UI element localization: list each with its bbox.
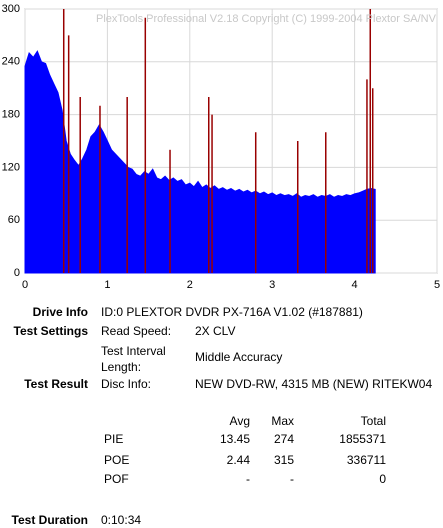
table-cell: 1855371 — [339, 432, 386, 446]
area — [24, 50, 376, 274]
y-tick-label: 60 — [8, 214, 20, 226]
test-settings-label: Test Settings — [14, 324, 89, 338]
x-tick-label: 5 — [434, 279, 440, 291]
table-cell: - — [246, 472, 250, 486]
table-header: Total — [361, 414, 386, 428]
row-label: POE — [104, 453, 129, 467]
x-tick-label: 2 — [187, 279, 193, 291]
disc-info-label: Disc Info: — [101, 377, 151, 391]
test-duration: 0:10:34 — [101, 513, 141, 527]
table-cell: - — [290, 472, 294, 486]
watermark: PlexTools Professional V2.18 Copyright (… — [96, 13, 437, 25]
plot — [24, 8, 438, 274]
interval: Middle Accuracy — [195, 350, 282, 364]
table-cell: 13.45 — [220, 432, 250, 446]
disc-info: NEW DVD-RW, 4315 MB (NEW) RITEKW04 — [195, 377, 432, 391]
table-cell: 0 — [379, 472, 386, 486]
x-tick-label: 3 — [269, 279, 275, 291]
y-tick-label: 180 — [2, 109, 20, 121]
y-tick-label: 240 — [2, 56, 20, 68]
row-label: PIE — [104, 432, 123, 446]
x-tick-label: 1 — [104, 279, 110, 291]
table-cell: 336711 — [347, 453, 386, 467]
row-label: POF — [104, 472, 129, 486]
interval-label: Test Interval — [101, 344, 166, 358]
drive-info-label: Drive Info — [33, 305, 88, 319]
interval-label: Length: — [101, 360, 141, 374]
table-header: Max — [271, 414, 294, 428]
y-tick-label: 300 — [2, 3, 20, 15]
drive-info: ID:0 PLEXTOR DVDR PX-716A V1.02 (#187881… — [101, 305, 363, 319]
x-tick-label: 4 — [352, 279, 358, 291]
read-speed: 2X CLV — [195, 324, 235, 338]
table-cell: 274 — [274, 432, 294, 446]
test-duration-label: Test Duration — [12, 513, 88, 527]
test-result-label: Test Result — [24, 377, 88, 391]
x-tick-label: 0 — [22, 279, 28, 291]
y-tick-label: 120 — [2, 161, 20, 173]
y-tick-label: 0 — [14, 267, 20, 279]
table-cell: 2.44 — [227, 453, 251, 467]
read-speed-label: Read Speed: — [101, 324, 171, 338]
table-cell: 315 — [274, 453, 294, 467]
table-header: Avg — [230, 414, 250, 428]
